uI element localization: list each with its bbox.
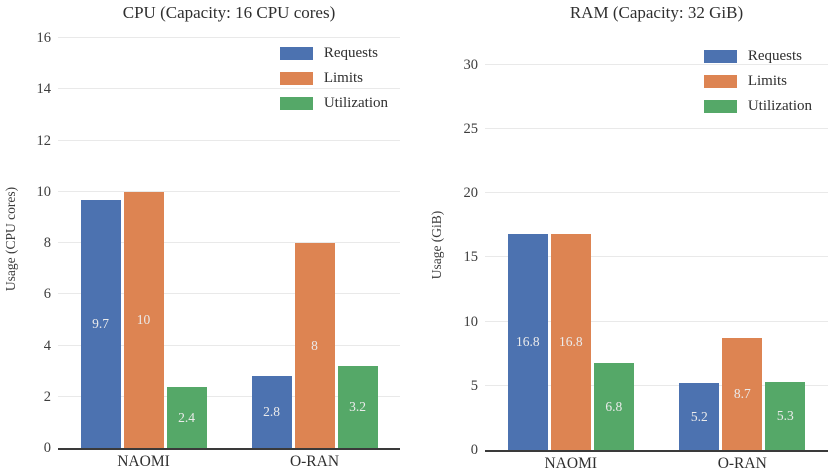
bar-value-label: 8 (311, 337, 318, 353)
legend: Requests Limits Utilization (279, 45, 388, 112)
bar-value-label: 2.4 (178, 409, 195, 425)
legend-label: Requests (747, 48, 803, 64)
y-tick-label: 14 (36, 81, 52, 98)
legend-item-requests: Requests (703, 48, 812, 65)
gridline (58, 139, 400, 141)
legend-swatch-requests (279, 47, 313, 60)
legend-item-requests: Requests (279, 45, 388, 62)
legend-item-limits: Limits (703, 73, 812, 90)
y-tick-label: 10 (36, 183, 52, 200)
gridline (58, 242, 400, 244)
bar-limits-o-ran: 8 (294, 243, 335, 448)
gridline (485, 192, 828, 194)
legend-swatch-utilization (703, 100, 737, 113)
legend-swatch-limits (279, 72, 313, 85)
bar-utilization-o-ran: 3.2 (337, 366, 378, 448)
bar-value-label: 16.8 (515, 334, 540, 350)
gridline (485, 256, 828, 258)
y-axis-label: Usage (CPU cores) (3, 186, 18, 292)
bar-limits-naomi: 10 (123, 191, 164, 448)
x-tick-label-naomi: NAOMI (544, 455, 598, 472)
gridline (485, 127, 828, 129)
bar-value-label: 10 (136, 312, 151, 328)
legend-label: Utilization (323, 95, 388, 111)
x-tick-label-oran: O-RAN (289, 453, 340, 470)
y-tick-label: 16 (36, 30, 52, 47)
legend-item-utilization: Utilization (703, 98, 812, 115)
chart-ram: RAM (Capacity: 32 GiB) Usage (GiB) NAOMI… (416, 0, 831, 476)
gridline (58, 88, 400, 90)
y-tick-label: 20 (463, 185, 479, 202)
legend-swatch-requests (703, 50, 737, 63)
legend-label: Limits (747, 73, 788, 89)
gridline (58, 395, 400, 397)
bar-utilization-naomi: 2.4 (166, 386, 207, 448)
chart-title: CPU (Capacity: 16 CPU cores) (122, 3, 336, 22)
bar-value-label: 5.3 (776, 408, 794, 424)
gridline (58, 344, 400, 346)
y-axis-label: Usage (GiB) (429, 210, 444, 280)
plot-area: NAOMI O-RAN 0 2 4 6 8 10 12 14 16 9.7 10 2.4 2.8 8 3.2… (37, 28, 400, 470)
bar-value-label: 8.7 (733, 386, 751, 402)
bar-requests-o-ran: 2.8 (251, 376, 292, 448)
bar-limits-o-ran: 8.7 (722, 338, 763, 450)
gridline (485, 63, 828, 65)
legend-item-utilization: Utilization (279, 95, 388, 112)
bar-group-o-ran: 2.8 8 3.2 (229, 28, 400, 448)
y-tick-label: 2 (43, 388, 51, 405)
chart-cpu: CPU (Capacity: 16 CPU cores) Usage (CPU … (0, 0, 415, 476)
bar-requests-o-ran: 5.2 (679, 383, 720, 450)
bar-groups: 16.8 16.8 6.8 5.2 8.7 5.3 (485, 39, 828, 450)
y-tick-label: 0 (43, 440, 51, 456)
bar-value-label: 5.2 (690, 408, 708, 424)
legend: Requests Limits Utilization (703, 48, 812, 115)
gridline (58, 293, 400, 295)
bar-group-naomi: 9.7 10 2.4 (58, 28, 229, 448)
bar-utilization-o-ran: 5.3 (765, 381, 806, 450)
gridline (485, 384, 828, 386)
legend-label: Limits (323, 70, 364, 86)
legend-swatch-utilization (279, 97, 313, 110)
legend-label: Requests (323, 45, 379, 61)
legend-item-limits: Limits (279, 70, 388, 87)
y-tick-label: 5 (470, 377, 478, 394)
y-tick-label: 4 (43, 337, 51, 354)
gridline (58, 37, 400, 39)
chart-title: RAM (Capacity: 32 GiB) (569, 3, 744, 22)
bar-requests-naomi: 9.7 (80, 199, 121, 448)
legend-swatch-limits (703, 75, 737, 88)
y-tick-label: 0 (470, 442, 478, 458)
y-tick-label: 10 (463, 313, 479, 330)
y-tick-label: 15 (463, 249, 479, 266)
gridline (58, 190, 400, 192)
bar-value-label: 16.8 (558, 334, 583, 350)
bar-requests-naomi: 16.8 (507, 234, 548, 450)
y-tick-label: 30 (463, 56, 479, 73)
y-tick-label: 6 (43, 286, 51, 303)
bar-group-o-ran: 5.2 8.7 5.3 (657, 39, 829, 450)
bar-utilization-naomi: 6.8 (593, 362, 634, 450)
bar-value-label: 2.8 (263, 404, 280, 420)
bar-value-label: 3.2 (349, 399, 366, 415)
plot-area: NAOMI O-RAN 0 5 10 15 20 25 30 16.8 16.8 6.8 5.2 8.… (464, 39, 828, 472)
bar-limits-naomi: 16.8 (550, 234, 591, 450)
y-tick-label: 12 (36, 132, 52, 149)
x-tick-label-oran: O-RAN (717, 455, 767, 472)
legend-label: Utilization (747, 98, 812, 114)
x-tick-label-naomi: NAOMI (117, 453, 170, 470)
y-tick-label: 8 (43, 235, 51, 252)
bar-groups: 9.7 10 2.4 2.8 8 3.2 (58, 28, 400, 448)
y-tick-label: 25 (463, 120, 479, 137)
bar-value-label: 6.8 (605, 398, 623, 414)
gridline (485, 320, 828, 322)
bar-value-label: 9.7 (92, 316, 109, 332)
bar-group-naomi: 16.8 16.8 6.8 (485, 39, 657, 450)
